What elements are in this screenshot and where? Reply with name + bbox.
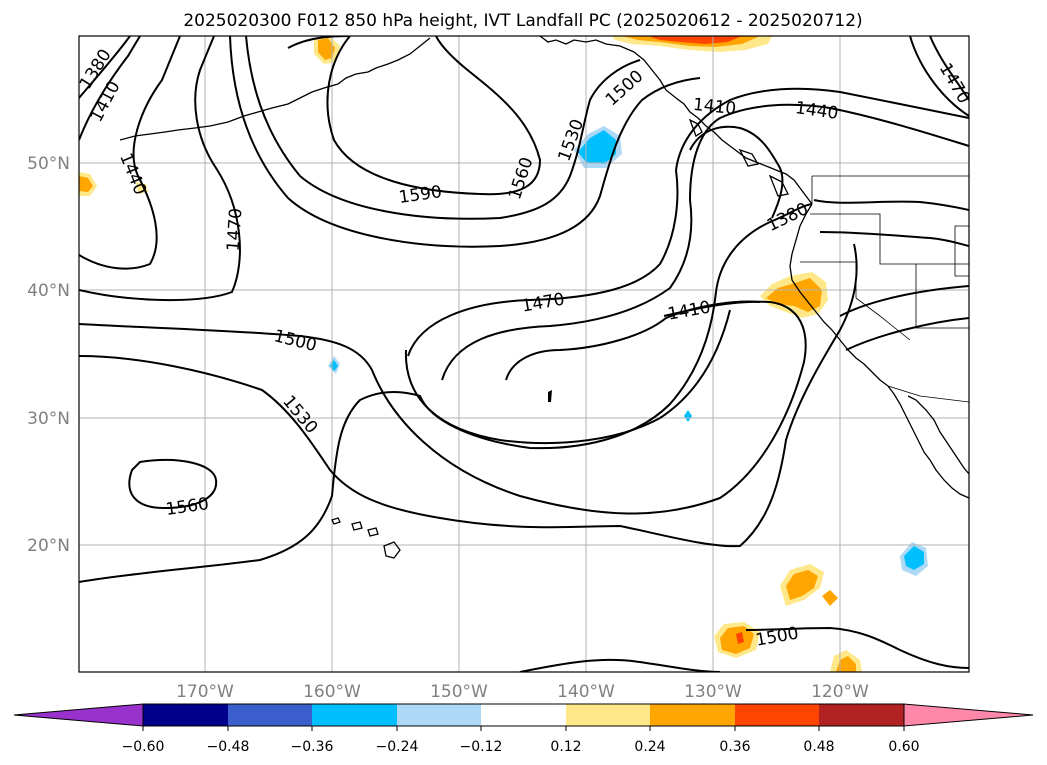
aleutian-coastline	[119, 37, 431, 141]
colorbar-over-extension	[903, 703, 1034, 727]
lon-label-140w: 140°W	[557, 682, 615, 702]
positive-anomaly-region	[318, 38, 335, 60]
baja-coastline	[887, 385, 969, 499]
contour-line	[441, 103, 969, 381]
alaska-coastline	[539, 36, 813, 205]
colorbar-bin	[143, 704, 228, 726]
colorbar-tick-label: 0.48	[803, 739, 834, 755]
map-title: 2025020300 F012 850 hPa height, IVT Land…	[183, 11, 862, 31]
lat-label-20n: 20°N	[27, 536, 70, 556]
colorbar-bin	[228, 704, 312, 726]
lon-label-170w: 170°W	[176, 682, 234, 702]
positive-anomaly-region	[79, 176, 93, 192]
contour-line	[819, 231, 969, 247]
colorbar-bin	[481, 704, 566, 726]
contour-line	[229, 36, 701, 248]
colorbar-tick-label: 0.36	[719, 739, 750, 755]
contour-line	[929, 36, 969, 101]
contour-line	[689, 125, 784, 219]
colorbar-bin	[566, 704, 650, 726]
contour-line	[79, 36, 241, 302]
graticule	[79, 36, 969, 672]
positive-anomaly-region	[648, 36, 742, 44]
colorbar-tick-labels: −0.60 −0.48 −0.36 −0.24 −0.12 0.12 0.24 …	[122, 739, 920, 755]
colorbar-tick-label: 0.12	[550, 739, 581, 755]
colorbar-bin	[650, 704, 735, 726]
contour-label: 1470	[224, 207, 247, 252]
colorbar-tick-label: 0.60	[888, 739, 919, 755]
contour-line	[404, 309, 731, 445]
positive-anomaly-region	[822, 590, 838, 606]
positive-anomaly-region	[836, 656, 856, 672]
contour-line	[845, 317, 969, 351]
contour-line	[909, 36, 969, 117]
negative-anomaly-region	[684, 410, 692, 422]
contour-line	[839, 285, 969, 317]
colorbar-tick-label: −0.12	[460, 739, 503, 755]
lat-label-40n: 40°N	[27, 281, 70, 301]
colorbar-tick-label: −0.60	[122, 739, 165, 755]
colorbar-tick-label: −0.48	[207, 739, 250, 755]
colorbar-bin	[735, 704, 819, 726]
colorbar-bin	[397, 704, 481, 726]
colorbar-ticks	[142, 726, 905, 731]
lon-label-160w: 160°W	[303, 682, 361, 702]
colorbar-bin	[819, 704, 904, 726]
longitude-labels: 170°W 160°W 150°W 140°W 130°W 120°W	[176, 682, 869, 702]
contour-line	[79, 36, 181, 270]
lat-label-30n: 30°N	[27, 409, 70, 429]
hawaii-islands	[331, 517, 401, 559]
contour-line	[745, 626, 969, 669]
negative-anomaly-region	[578, 130, 616, 164]
contour-label: 1410	[692, 95, 737, 119]
colorbar: −0.60 −0.48 −0.36 −0.24 −0.12 0.12 0.24 …	[13, 703, 1034, 755]
contour-line	[505, 300, 761, 381]
contour-line	[519, 658, 721, 672]
latitude-labels: 50°N 40°N 30°N 20°N	[27, 154, 70, 556]
lat-label-50n: 50°N	[27, 154, 70, 174]
contour-line	[407, 87, 969, 357]
colorbar-under-extension	[13, 703, 144, 727]
map-frame	[78, 35, 970, 673]
gulf-california-coastline	[907, 395, 969, 475]
bc-islands	[688, 118, 789, 197]
lon-label-150w: 150°W	[430, 682, 488, 702]
colorbar-tick-label: −0.36	[291, 739, 334, 755]
coastlines	[119, 36, 969, 559]
colorbar-frame	[142, 703, 905, 727]
lon-label-130w: 130°W	[684, 682, 742, 702]
contour-line	[245, 36, 641, 220]
map-background	[79, 36, 969, 672]
contour-line	[79, 36, 131, 99]
positive-anomaly-region	[720, 626, 754, 654]
contour-line	[79, 243, 858, 548]
island-marker	[548, 390, 552, 402]
colorbar-tick-label: 0.24	[634, 739, 665, 755]
contour-line	[128, 459, 218, 510]
positive-anomaly-region	[736, 632, 744, 644]
negative-anomaly-region	[904, 546, 924, 570]
height-contours	[79, 36, 969, 672]
positive-anomaly-region	[786, 570, 818, 600]
contour-line	[813, 199, 969, 211]
colorbar-bin	[312, 704, 397, 726]
contour-line	[79, 36, 141, 141]
contour-line	[79, 300, 807, 515]
lon-label-120w: 120°W	[811, 682, 869, 702]
ivt-shading	[79, 36, 928, 672]
colorbar-tick-label: −0.24	[376, 739, 419, 755]
us-west-coastline	[789, 203, 889, 387]
